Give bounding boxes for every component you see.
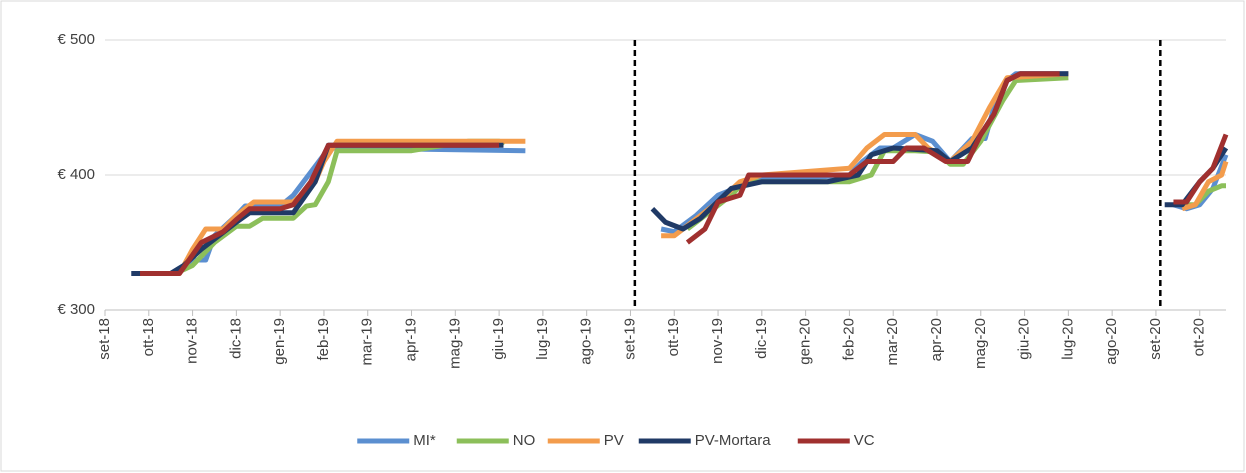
x-tick-label: ago-20 (1103, 318, 1120, 365)
x-tick-label: gen-20 (797, 318, 814, 365)
y-tick-label: € 300 (57, 301, 95, 318)
x-tick-label: gen-19 (271, 318, 288, 365)
x-tick-label: ott-18 (140, 318, 157, 356)
x-tick-label: ott-19 (665, 318, 682, 356)
series-line (1181, 160, 1229, 212)
legend-label: VC (854, 432, 875, 449)
x-tick-label: mag-20 (972, 318, 989, 369)
x-tick-label: giu-19 (490, 318, 507, 360)
legend-label: MI* (413, 432, 436, 449)
x-tick-label: lug-20 (1059, 318, 1076, 360)
x-tick-label: giu-20 (1016, 318, 1033, 360)
y-tick-label: € 500 (57, 31, 95, 48)
x-tick-label: set-19 (621, 318, 638, 360)
x-tick-label: ott-20 (1191, 318, 1208, 356)
x-tick-label: dic-19 (753, 318, 770, 359)
x-tick-label: dic-18 (227, 318, 244, 359)
series-line (140, 142, 500, 277)
x-tick-label: feb-20 (840, 318, 857, 361)
x-tick-label: mag-19 (446, 318, 463, 369)
x-tick-label: lug-19 (534, 318, 551, 360)
x-tick-label: set-20 (1147, 318, 1164, 360)
x-tick-label: mar-20 (884, 318, 901, 366)
legend-label: PV (604, 432, 624, 449)
y-tick-label: € 400 (57, 166, 95, 183)
series-line (1173, 133, 1229, 205)
legend-label: NO (513, 432, 536, 449)
x-tick-label: apr-20 (928, 318, 945, 361)
legend-label: PV-Mortara (695, 432, 772, 449)
x-tick-label: nov-19 (709, 318, 726, 364)
x-tick-label: nov-18 (184, 318, 201, 364)
x-tick-label: apr-19 (402, 318, 419, 361)
series-line (685, 71, 1060, 245)
x-tick-label: ago-19 (578, 318, 595, 365)
x-tick-label: mar-19 (359, 318, 376, 366)
x-tick-label: set-18 (96, 318, 113, 360)
x-tick-label: feb-19 (315, 318, 332, 361)
